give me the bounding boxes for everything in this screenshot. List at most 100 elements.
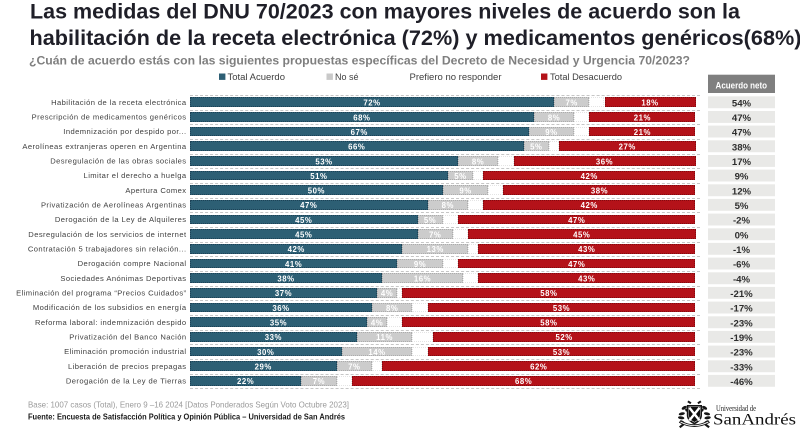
svg-text:7%: 7% <box>429 231 441 240</box>
svg-text:8%: 8% <box>386 304 398 313</box>
svg-text:9%: 9% <box>545 128 557 137</box>
svg-text:Eliminación promoción industri: Eliminación promoción industrial <box>64 347 186 356</box>
svg-text:22%: 22% <box>237 377 254 386</box>
svg-text:45%: 45% <box>295 231 312 240</box>
svg-text:67%: 67% <box>351 128 368 137</box>
svg-text:30%: 30% <box>257 348 274 357</box>
svg-text:42%: 42% <box>581 172 598 181</box>
svg-text:Total Acuerdo: Total Acuerdo <box>228 72 286 82</box>
svg-text:45%: 45% <box>573 231 590 240</box>
svg-text:Total Desacuerdo: Total Desacuerdo <box>550 72 622 82</box>
svg-text:18%: 18% <box>641 99 658 108</box>
svg-text:Reforma laboral: indemnización: Reforma laboral: indemnización despido <box>35 318 186 327</box>
svg-text:11%: 11% <box>376 333 393 342</box>
svg-text:Aerolíneas extranjeras operen: Aerolíneas extranjeras operen en Argenti… <box>22 142 186 151</box>
svg-text:Universidad de: Universidad de <box>716 404 756 413</box>
svg-text:Modificación de los subsidios: Modificación de los subsidios en energía <box>33 303 187 312</box>
svg-text:52%: 52% <box>555 333 572 342</box>
svg-text:-17%: -17% <box>730 304 753 315</box>
svg-text:-4%: -4% <box>733 274 751 285</box>
svg-text:27%: 27% <box>619 143 636 152</box>
svg-text:72%: 72% <box>363 99 380 108</box>
svg-text:58%: 58% <box>540 289 557 298</box>
svg-text:-6%: -6% <box>733 260 751 271</box>
svg-text:Contratación 5 trabajadores si: Contratación 5 trabajadores sin relación… <box>28 245 187 254</box>
svg-text:-21%: -21% <box>730 289 753 300</box>
svg-text:36%: 36% <box>272 304 289 313</box>
svg-text:47%: 47% <box>300 201 317 210</box>
svg-text:42%: 42% <box>581 201 598 210</box>
svg-text:SanAndrés: SanAndrés <box>713 412 796 429</box>
svg-text:36%: 36% <box>596 157 613 166</box>
svg-text:47%: 47% <box>732 113 752 124</box>
svg-text:68%: 68% <box>515 377 532 386</box>
svg-text:7%: 7% <box>566 99 578 108</box>
svg-text:Desregulación de los servicios: Desregulación de los servicios de intern… <box>28 230 187 239</box>
svg-text:-2%: -2% <box>733 216 751 227</box>
svg-text:0%: 0% <box>735 230 749 241</box>
svg-text:4%: 4% <box>381 289 393 298</box>
svg-text:Derogación de la Ley de Alquil: Derogación de la Ley de Alquileres <box>55 215 187 224</box>
svg-text:4%: 4% <box>371 319 383 328</box>
svg-text:Eliminación del programa “Prec: Eliminación del programa “Precios Cuidad… <box>16 289 186 298</box>
svg-text:58%: 58% <box>540 319 557 328</box>
svg-text:54%: 54% <box>732 98 752 109</box>
svg-text:35%: 35% <box>270 319 287 328</box>
svg-text:Las medidas del DNU 70/2023 co: Las medidas del DNU 70/2023 con mayores … <box>30 0 740 23</box>
svg-text:50%: 50% <box>308 187 325 196</box>
svg-text:-33%: -33% <box>730 362 753 373</box>
svg-text:16%: 16% <box>414 275 431 284</box>
svg-text:-23%: -23% <box>730 318 753 329</box>
svg-text:Desregulación de las obras soc: Desregulación de las obras sociales <box>50 157 186 166</box>
svg-text:41%: 41% <box>285 260 302 269</box>
svg-text:Privatización del Banco Nación: Privatización del Banco Nación <box>69 333 186 342</box>
svg-text:5%: 5% <box>424 216 436 225</box>
svg-text:47%: 47% <box>732 128 752 139</box>
svg-text:Habilitación de la receta elec: Habilitación de la receta electrónica <box>51 98 187 107</box>
svg-text:9%: 9% <box>459 187 471 196</box>
svg-text:8%: 8% <box>442 201 454 210</box>
svg-text:8%: 8% <box>548 113 560 122</box>
svg-text:7%: 7% <box>348 363 360 372</box>
svg-text:13%: 13% <box>427 245 444 254</box>
svg-text:-23%: -23% <box>730 348 753 359</box>
svg-text:-46%: -46% <box>730 377 753 388</box>
svg-text:7%: 7% <box>313 377 325 386</box>
svg-text:Derogación de la Ley de Tierra: Derogación de la Ley de Tierras <box>66 377 187 386</box>
svg-text:43%: 43% <box>578 275 595 284</box>
svg-text:5%: 5% <box>454 172 466 181</box>
svg-text:47%: 47% <box>568 216 585 225</box>
svg-text:5%: 5% <box>530 143 542 152</box>
svg-text:38%: 38% <box>277 275 294 284</box>
svg-text:37%: 37% <box>275 289 292 298</box>
svg-text:-19%: -19% <box>730 333 753 344</box>
svg-text:Prefiero no responder: Prefiero no responder <box>410 72 502 82</box>
svg-text:Fuente: Encuesta de Satisfacci: Fuente: Encuesta de Satisfacción Polític… <box>28 411 345 421</box>
svg-text:42%: 42% <box>288 245 305 254</box>
svg-text:29%: 29% <box>255 363 272 372</box>
svg-text:Apertura Comex: Apertura Comex <box>125 186 186 195</box>
svg-text:5%: 5% <box>735 201 749 212</box>
svg-text:43%: 43% <box>578 245 595 254</box>
svg-text:51%: 51% <box>310 172 327 181</box>
svg-text:habilitación de la receta elec: habilitación de la receta electrónica (7… <box>30 27 800 50</box>
svg-text:Liberación de precios prepagas: Liberación de precios prepagas <box>68 362 187 371</box>
svg-text:66%: 66% <box>348 143 365 152</box>
svg-text:38%: 38% <box>732 142 752 153</box>
svg-text:Limitar el derecho a huelga: Limitar el derecho a huelga <box>84 171 187 180</box>
svg-text:21%: 21% <box>634 128 651 137</box>
svg-text:21%: 21% <box>634 113 651 122</box>
svg-text:Derogación compre Nacional: Derogación compre Nacional <box>78 259 187 268</box>
svg-text:Acuerdo neto: Acuerdo neto <box>716 80 768 91</box>
svg-text:45%: 45% <box>295 216 312 225</box>
svg-text:Sociedades Anónimas Deportivas: Sociedades Anónimas Deportivas <box>60 274 186 283</box>
svg-text:68%: 68% <box>353 113 370 122</box>
svg-text:53%: 53% <box>553 348 570 357</box>
svg-text:9%: 9% <box>735 172 749 183</box>
svg-text:Prescripción de medicamentos g: Prescripción de medicamentos genéricos <box>32 113 187 122</box>
svg-text:12%: 12% <box>732 186 752 197</box>
svg-text:8%: 8% <box>472 157 484 166</box>
svg-text:17%: 17% <box>732 157 752 168</box>
svg-text:62%: 62% <box>530 363 547 372</box>
svg-text:Indemnización por despido por.: Indemnización por despido por... <box>63 127 186 136</box>
